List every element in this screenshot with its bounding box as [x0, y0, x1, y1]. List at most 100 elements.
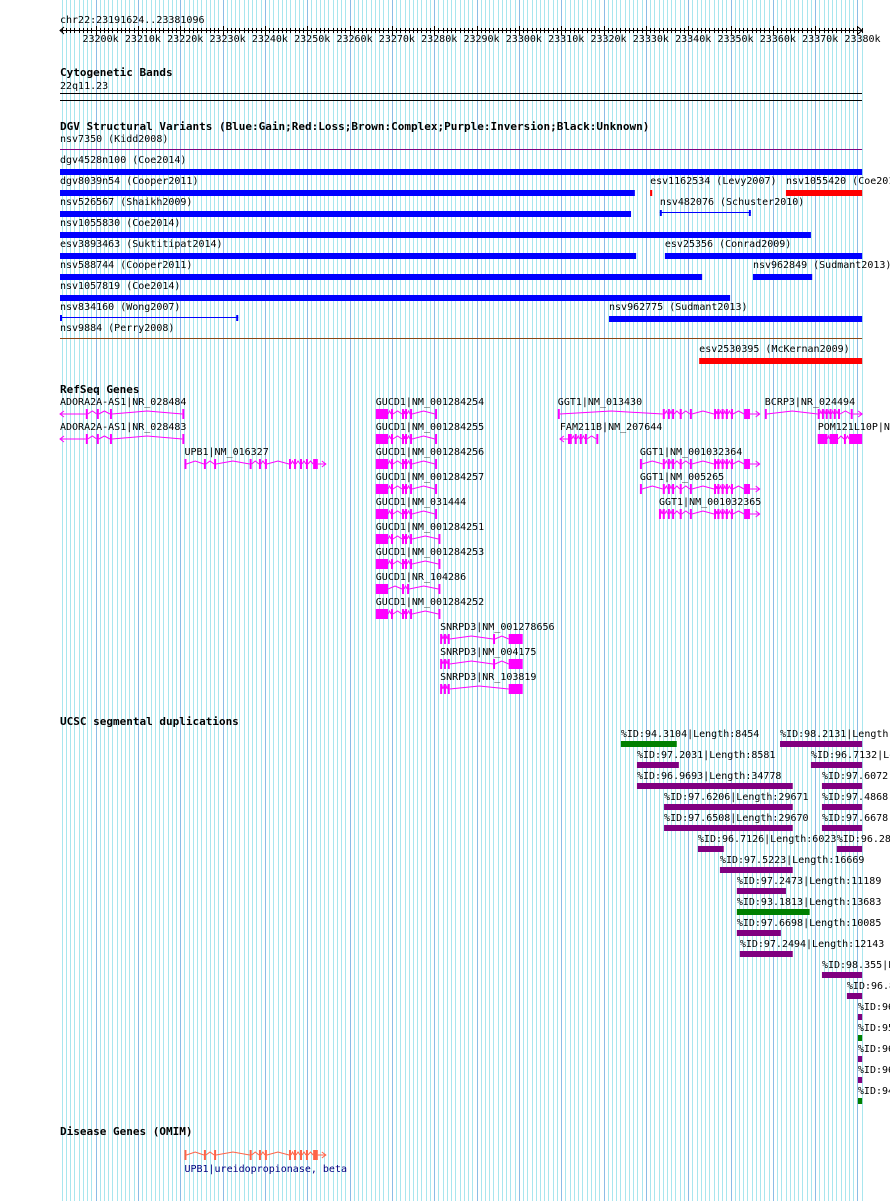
sv-label[interactable]: esv2530395 (McKernan2009) [699, 344, 850, 355]
segdup-bar[interactable] [636, 762, 679, 768]
segdup-bar[interactable] [697, 846, 724, 852]
transcript-label[interactable]: SNRPD3|NR_103819 [440, 672, 537, 683]
sv-label[interactable]: esv25356 (Conrad2009) [664, 239, 792, 250]
sv-label[interactable]: nsv526567 (Shaikh2009) [60, 197, 193, 208]
omim-gene-label[interactable]: UPB1|ureidopropionase, beta [184, 1164, 347, 1175]
sv-bar[interactable] [664, 253, 863, 259]
sv-bar[interactable] [60, 232, 811, 238]
segdup-bar[interactable] [636, 783, 793, 789]
transcript-label[interactable]: GUCD1|NM_001284256 [375, 447, 485, 458]
transcript-label[interactable]: GUCD1|NM_001284251 [375, 522, 485, 533]
segdup-bar[interactable] [664, 804, 793, 810]
sv-label[interactable]: nsv834160 (Wong2007) [60, 302, 181, 313]
transcript-label[interactable]: UPB1|NM_016327 [184, 447, 269, 458]
segdup-label[interactable]: %ID:96.7126|Length:6023 [697, 834, 837, 845]
track-title-dgv[interactable]: DGV Structural Variants (Blue:Gain;Red:L… [60, 120, 650, 133]
segdup-bar[interactable] [857, 1014, 863, 1020]
segdup-label[interactable]: %ID:97.2031|Length:8581 [636, 750, 776, 761]
sv-label[interactable]: dgv4528n100 (Coe2014) [60, 155, 187, 166]
segdup-bar[interactable] [719, 867, 793, 873]
segdup-bar[interactable] [620, 741, 677, 747]
segdup-label[interactable]: %ID:97.4868 [821, 792, 889, 803]
segdup-bar[interactable] [736, 888, 786, 894]
sv-bar[interactable] [60, 169, 863, 175]
transcript-label[interactable]: GUCD1|NM_031444 [375, 497, 467, 508]
sv-bar[interactable] [752, 274, 813, 280]
segdup-bar[interactable] [780, 741, 863, 747]
transcript-label[interactable]: ADORA2A-AS1|NR_028484 [60, 397, 187, 408]
segdup-label[interactable]: %ID:97.2473|Length:11189 [736, 876, 882, 887]
segdup-label[interactable]: %ID:97.5223|Length:16669 [719, 855, 865, 866]
segdup-label[interactable]: %ID:94 [857, 1086, 890, 1097]
sv-bar[interactable] [785, 190, 863, 196]
sv-bar[interactable] [60, 274, 703, 280]
sv-bar[interactable] [699, 358, 863, 364]
sv-label[interactable]: nsv1055420 (Coe2014) [785, 176, 890, 187]
segdup-label[interactable]: %ID:96.8 [846, 981, 890, 992]
sv-bar[interactable] [60, 211, 632, 217]
sv-label[interactable]: nsv1057819 (Coe2014) [60, 281, 181, 292]
segdup-bar[interactable] [821, 804, 863, 810]
segdup-bar[interactable] [821, 783, 863, 789]
segdup-label[interactable]: %ID:96.28 [836, 834, 890, 845]
sv-bar[interactable] [650, 190, 653, 196]
segdup-label[interactable]: %ID:97.6072 [821, 771, 889, 782]
segdup-bar[interactable] [857, 1098, 863, 1104]
sv-bar[interactable] [609, 316, 863, 322]
segdup-bar[interactable] [810, 762, 863, 768]
sv-bar[interactable] [60, 190, 635, 196]
segdup-bar[interactable] [857, 1056, 863, 1062]
sv-label[interactable]: nsv7350 (Kidd2008) [60, 134, 169, 145]
segdup-label[interactable]: %ID:97.6206|Length:29671 [664, 792, 809, 803]
segdup-label[interactable]: %ID:93.1813|Length:13683 [736, 897, 882, 908]
sv-label[interactable]: nsv588744 (Cooper2011) [60, 260, 193, 271]
sv-bar[interactable] [60, 295, 731, 301]
track-title-cytogenetic-bands[interactable]: Cytogenetic Bands [60, 66, 173, 79]
transcript-label[interactable]: SNRPD3|NM_001278656 [440, 622, 555, 633]
sv-label[interactable]: esv1162534 (Levy2007) [650, 176, 777, 187]
segdup-label[interactable]: %ID:97.6678 [821, 813, 889, 824]
transcript-label[interactable]: GUCD1|NM_001284255 [375, 422, 485, 433]
segdup-bar[interactable] [821, 972, 863, 978]
segdup-label[interactable]: %ID:94.3104|Length:8454 [620, 729, 760, 740]
segdup-bar[interactable] [836, 846, 863, 852]
transcript-label[interactable]: SNRPD3|NM_004175 [440, 647, 537, 658]
segdup-label[interactable]: %ID:96.7132|Le [810, 750, 890, 761]
segdup-bar[interactable] [664, 825, 793, 831]
segdup-label[interactable]: %ID:97.6508|Length:29670 [664, 813, 809, 824]
sv-label[interactable]: nsv962849 (Sudmant2013) [752, 260, 890, 271]
transcript-label[interactable]: BCRP3|NR_024494 [764, 397, 856, 408]
segdup-bar[interactable] [821, 825, 863, 831]
transcript-label[interactable]: GGT1|NM_013430 [557, 397, 643, 408]
segdup-label[interactable]: %ID:96.9693|Length:34778 [636, 771, 782, 782]
transcript-label[interactable]: GGT1|NM_005265 [639, 472, 725, 483]
sv-label[interactable]: esv3893463 (Suktitipat2014) [60, 239, 223, 250]
segdup-bar[interactable] [857, 1035, 863, 1041]
segdup-label[interactable]: %ID:97.2494|Length:12143 [739, 939, 885, 950]
segdup-label[interactable]: %ID:96 [857, 1044, 890, 1055]
track-title-segdup[interactable]: UCSC segmental duplications [60, 715, 239, 728]
track-title-omim[interactable]: Disease Genes (OMIM) [60, 1125, 193, 1138]
transcript-label[interactable]: GUCD1|NR_104286 [375, 572, 467, 583]
sv-bar[interactable] [60, 253, 637, 259]
segdup-bar[interactable] [736, 909, 810, 915]
segdup-bar[interactable] [739, 951, 793, 957]
track-title-refseq[interactable]: RefSeq Genes [60, 383, 140, 396]
transcript-label[interactable]: GGT1|NM_001032364 [639, 447, 743, 458]
sv-label[interactable]: nsv482076 (Schuster2010) [659, 197, 805, 208]
transcript-label[interactable]: GUCD1|NM_001284254 [375, 397, 485, 408]
sv-label[interactable]: dgv8039n54 (Cooper2011) [60, 176, 199, 187]
segdup-label[interactable]: %ID:95 [857, 1023, 890, 1034]
segdup-label[interactable]: %ID:96 [857, 1065, 890, 1076]
sv-label[interactable]: nsv1055830 (Coe2014) [60, 218, 181, 229]
transcript-label[interactable]: POM121L10P|N [817, 422, 890, 433]
segdup-label[interactable]: %ID:98.2131|Length [780, 729, 889, 740]
segdup-label[interactable]: %ID:97.6698|Length:10085 [736, 918, 882, 929]
segdup-label[interactable]: %ID:98.355|L [821, 960, 890, 971]
segdup-label[interactable]: %ID:96 [857, 1002, 890, 1013]
transcript-label[interactable]: GUCD1|NM_001284257 [375, 472, 485, 483]
transcript-label[interactable]: FAM211B|NM_207644 [559, 422, 663, 433]
transcript-label[interactable]: GUCD1|NM_001284253 [375, 547, 485, 558]
transcript-label[interactable]: GUCD1|NM_001284252 [375, 597, 485, 608]
segdup-bar[interactable] [857, 1077, 863, 1083]
